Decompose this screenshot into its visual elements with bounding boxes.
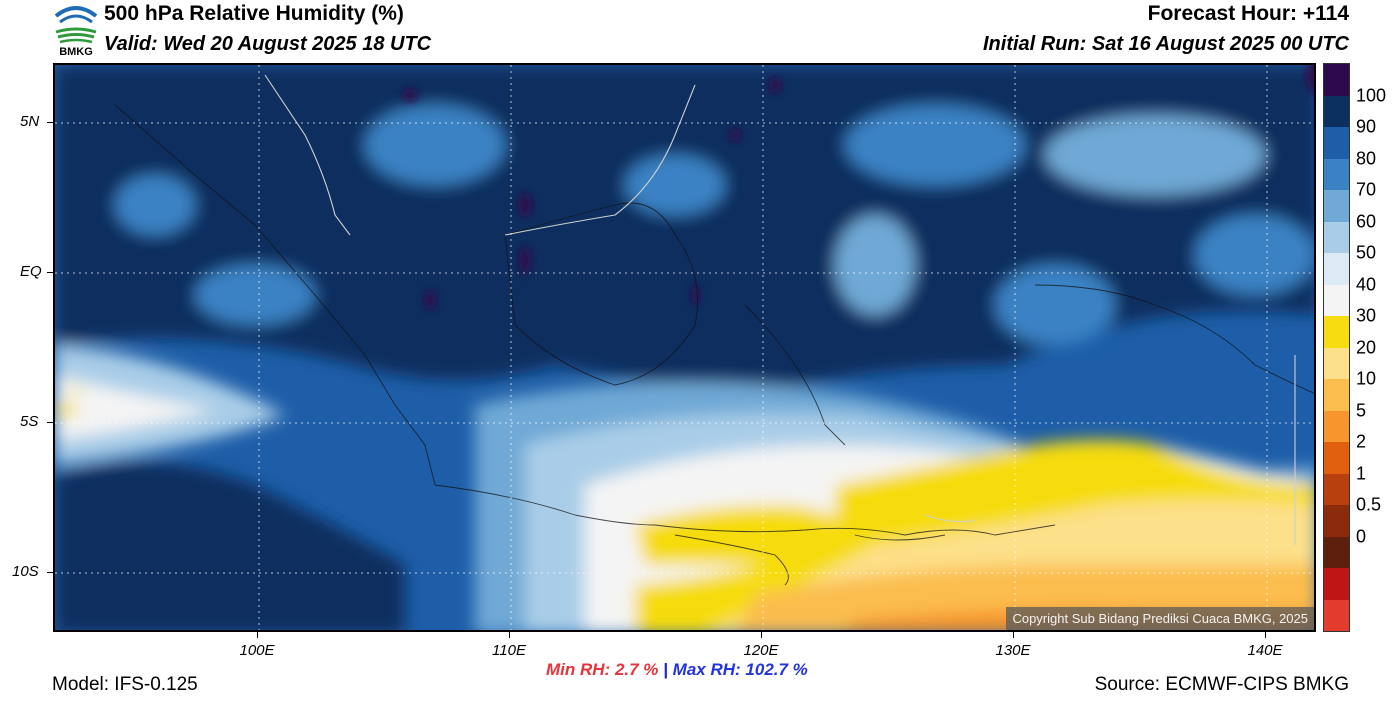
colorbar-label: 90 [1356,116,1377,137]
colorbar [1323,63,1350,632]
lon-label-120e: 120E [743,642,779,659]
colorbar-segment [1324,253,1349,285]
colorbar-segment [1324,190,1349,222]
colorbar-label: 40 [1356,274,1377,294]
lat-label-10s: 10S [12,563,39,580]
lon-label-130e: 130E [995,642,1031,659]
colorbar-label: 30 [1356,305,1377,326]
colorbar-segment [1324,158,1349,190]
colorbar-segment [1324,599,1349,631]
lon-tick [257,632,258,638]
min-rh-label: Min RH: [546,660,611,679]
lat-tick [47,572,53,573]
lon-tick [1013,632,1014,638]
colorbar-segment [1324,64,1349,96]
lat-label-5n: 5N [20,113,40,130]
valid-time: Valid: Wed 20 August 2025 18 UTC [104,33,432,55]
lon-label-110e: 110E [492,642,526,659]
colorbar-segment [1324,379,1349,411]
colorbar-segment [1324,316,1349,348]
min-rh-value: 2.7 % [614,660,659,679]
lat-tick [47,422,53,423]
colorbar-label: 20 [1356,337,1377,357]
stats-separator: | [663,660,668,679]
colorbar-segment [1324,568,1349,600]
colorbar-segment [1324,442,1349,474]
colorbar-segment [1324,505,1349,537]
lat-label-5s: 5S [20,413,39,430]
colorbar-segment [1324,127,1349,159]
colorbar-label: 10 [1356,368,1377,389]
lat-label-eq: EQ [20,263,42,280]
lon-tick [509,632,510,638]
colorbar-segment [1324,347,1349,379]
colorbar-segment [1324,410,1349,442]
colorbar-label: 1 [1356,463,1367,483]
lat-tick [47,272,53,273]
colorbar-label: 2 [1356,431,1367,452]
colorbar-segment [1324,536,1349,568]
colorbar-segment [1324,95,1349,127]
lat-tick [47,122,53,123]
colorbar-label: 5 [1356,400,1367,420]
lon-tick [761,632,762,638]
forecast-hour: Forecast Hour: +114 [1147,2,1349,25]
max-rh-value: 102.7 % [745,660,808,679]
colorbar-segment [1324,473,1349,505]
lon-tick [1265,632,1266,638]
rh-stats: Min RH: 2.7 % | Max RH: 102.7 % [546,660,808,680]
colorbar-label: 0 [1356,526,1367,546]
initial-run: Initial Run: Sat 16 August 2025 00 UTC [982,33,1349,55]
colorbar-label: 60 [1356,211,1377,231]
data-source: Source: ECMWF-CIPS BMKG [1094,674,1349,695]
humidity-map: Copyright Sub Bidang Prediksi Cuaca BMKG… [53,63,1316,632]
colorbar-label: 80 [1356,148,1377,168]
chart-title: 500 hPa Relative Humidity (%) [104,2,404,25]
colorbar-label: 0.5 [1356,494,1382,515]
model-name: Model: IFS-0.125 [52,674,198,695]
lon-label-100e: 100E [239,642,275,659]
lon-label-140e: 140E [1247,642,1283,659]
colorbar-label: 70 [1356,179,1377,200]
max-rh-label: Max RH: [672,660,741,679]
colorbar-label: 50 [1356,242,1377,263]
colorbar-segment [1324,284,1349,316]
logo-text: BMKG [59,46,93,58]
bmkg-logo [52,2,100,60]
copyright-notice: Copyright Sub Bidang Prediksi Cuaca BMKG… [1006,607,1314,630]
colorbar-segment [1324,221,1349,253]
colorbar-label: 100 [1356,85,1387,105]
